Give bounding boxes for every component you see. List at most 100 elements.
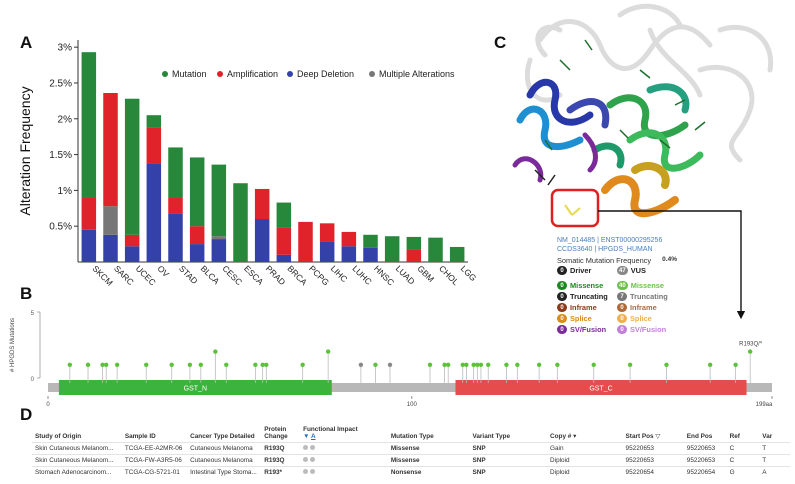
x-tick-label: GBM	[415, 263, 436, 284]
bar-segment	[81, 229, 97, 262]
panel-label-c: C	[494, 33, 507, 52]
header-start-pos[interactable]: Start Pos ▽	[625, 433, 661, 440]
cell-variant-type: SNP	[469, 466, 548, 479]
domain-label: GST_C	[589, 386, 612, 393]
bar-segment	[168, 213, 183, 262]
legend-row: 0 SV/Fusion 0 SV/Fusion	[557, 324, 677, 335]
x-tick-label: LGG	[459, 263, 479, 283]
lollipop-head	[358, 362, 364, 367]
bar-segment	[319, 241, 335, 262]
legend-cell-right[interactable]: 7 Truncating	[617, 292, 677, 301]
header-var[interactable]: Var	[762, 433, 773, 440]
header-study[interactable]: Study of Origin	[35, 433, 82, 440]
lollipop-head	[213, 349, 218, 354]
legend-marker	[369, 71, 375, 77]
cell-sample[interactable]: TCGA-FW-A3R5-06	[121, 454, 188, 467]
impact-dot-icon	[303, 457, 309, 462]
ccds-link[interactable]: CCDS3640 | HPGDS_HUMAN	[557, 246, 653, 253]
fi-column-a[interactable]: A	[310, 433, 316, 440]
legend-cell-right[interactable]: 40 Missense	[617, 281, 677, 290]
legend-cell-left[interactable]: 0 Inframe	[557, 303, 617, 312]
header-copy[interactable]: Copy # ▾	[550, 433, 577, 440]
x-tick-label: SKCM	[90, 263, 114, 287]
cell-study[interactable]: Skin Cutaneous Melanom...	[32, 454, 122, 467]
legend-label: SV/Fusion	[630, 325, 667, 334]
header-functional-impact[interactable]: Functional Impact ▼ A	[300, 424, 388, 443]
bar-segment	[146, 127, 162, 164]
legend-cell-left[interactable]: 0 SV/Fusion	[557, 325, 617, 334]
legend-label: Missense	[570, 281, 604, 290]
impact-dot-icon	[310, 457, 316, 462]
y-axis-title: Alteration Frequency	[17, 86, 33, 215]
cell-protein: R193*	[261, 466, 301, 479]
x-tick-label: LIHC	[329, 263, 350, 284]
impact-dot-icon	[303, 469, 309, 475]
lollipop-head	[387, 362, 393, 367]
mutation-legend: 0 Driver 47 VUS 0 Missense 40 Missense 0 Truncati…	[557, 265, 677, 335]
impact-dot-icon	[310, 469, 316, 475]
bar-segment	[189, 226, 205, 245]
cell-protein: R193Q	[261, 442, 301, 455]
legend-cell-left[interactable]: 0 Splice	[557, 314, 617, 323]
header-end-pos[interactable]: End Pos	[686, 433, 713, 440]
structure-side-chains-dark	[534, 169, 556, 186]
legend-count-badge: 0	[557, 292, 567, 301]
legend-cell-left[interactable]: 0 Driver	[557, 266, 617, 275]
header-sample[interactable]: Sample ID	[124, 433, 156, 440]
cell-sample[interactable]: TCGA-CG-5721-01	[121, 466, 188, 479]
table-row[interactable]: Skin Cutaneous Melanom... TCGA-FW-A3R5-0…	[32, 454, 790, 467]
x-tick-label: OV	[155, 263, 171, 279]
structure-info-box: NM_014485 | ENST00000295256 CCDS3640 | H…	[557, 236, 677, 335]
impact-dot-icon	[310, 445, 316, 450]
header-mutation-type[interactable]: Mutation Type	[390, 433, 434, 440]
header-ref[interactable]: Ref	[729, 433, 740, 440]
alteration-frequency-chart: 0.5% 1% 1.5% 2% 2.5% 3% Alteration Frequency SK…	[17, 40, 479, 288]
cell-study[interactable]: Stomach Adenocarcinom...	[32, 466, 122, 479]
legend-cell-right[interactable]: 0 SV/Fusion	[617, 325, 677, 334]
domain-gst-n	[58, 380, 332, 395]
lollipop-head	[475, 362, 480, 367]
lollipop-head	[198, 362, 204, 367]
legend-row: 0 Truncating 7 Truncating	[557, 291, 677, 302]
header-cancer[interactable]: Cancer Type Detailed	[190, 433, 255, 440]
legend-row: 0 Driver 47 VUS	[557, 265, 677, 276]
table-row[interactable]: Stomach Adenocarcinom... TCGA-CG-5721-01…	[32, 466, 790, 479]
header-fi-label: Functional Impact	[303, 426, 358, 433]
cell-start-pos: 95220653	[622, 454, 684, 467]
cell-mutation-type: Missense	[387, 454, 470, 467]
x-tick-label: ESCA	[242, 263, 266, 287]
structure-helix-orange	[601, 162, 679, 218]
lollipop-head	[460, 362, 465, 367]
table-row[interactable]: Skin Cutaneous Melanom... TCGA-EE-A2MR-0…	[32, 442, 790, 455]
lollipop-head	[325, 349, 331, 354]
x-tick-label: CESC	[220, 263, 244, 287]
cell-sample[interactable]: TCGA-EE-A2MR-06	[121, 442, 188, 455]
panel-label-b: B	[20, 284, 33, 303]
lollipop-head	[486, 362, 491, 367]
structure-gray-backbone	[524, 3, 774, 163]
bar-segment	[298, 221, 313, 262]
legend-cell-right[interactable]: 47 VUS	[617, 266, 677, 275]
bar-segment	[406, 249, 422, 262]
bar-segment	[276, 254, 292, 262]
bar-segment	[211, 239, 227, 262]
cell-study[interactable]: Skin Cutaneous Melanom...	[32, 442, 122, 455]
x-tick-label: BLCA	[199, 263, 222, 286]
header-variant-type[interactable]: Variant Type	[472, 433, 510, 440]
lollipop-head	[224, 362, 229, 367]
lollipop-head	[187, 362, 193, 367]
bar-segment	[363, 247, 378, 262]
lollipop-head	[446, 362, 451, 367]
bar-segment	[211, 236, 227, 240]
fi-sort-icon[interactable]: ▼	[303, 433, 310, 440]
cell-end-pos: 95220654	[683, 466, 727, 479]
legend-cell-right[interactable]: 0 Inframe	[617, 303, 677, 312]
structure-helix-blue	[516, 79, 610, 151]
bar-segment	[363, 234, 378, 248]
header-protein[interactable]: Protein Change	[264, 426, 288, 440]
transcript-link[interactable]: NM_014485 | ENST00000295256	[557, 237, 663, 244]
legend-cell-left[interactable]: 0 Truncating	[557, 292, 617, 301]
legend-cell-left[interactable]: 0 Missense	[557, 281, 617, 290]
legend-cell-right[interactable]: 0 Splice	[617, 314, 677, 323]
lollipop-head	[100, 362, 105, 367]
